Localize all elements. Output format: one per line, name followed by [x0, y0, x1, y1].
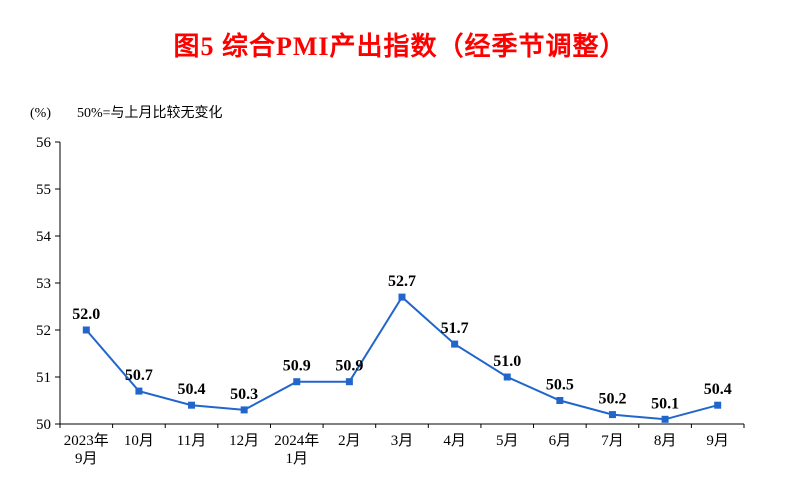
data-point-marker	[398, 293, 406, 301]
data-point-label: 50.9	[335, 358, 363, 375]
data-point-marker	[188, 401, 196, 409]
data-point-marker	[608, 411, 616, 419]
data-point-label: 50.1	[651, 395, 679, 412]
data-point-marker	[556, 397, 564, 404]
y-tick-label: 51	[36, 370, 51, 386]
x-axis-label: 10月	[124, 433, 154, 449]
data-point-marker	[293, 378, 301, 386]
x-axis-label: 11月	[177, 433, 206, 449]
y-tick-label: 53	[36, 276, 51, 292]
data-point-label: 50.9	[283, 358, 311, 375]
data-point-marker	[503, 373, 511, 381]
x-axis-label: 4月	[443, 433, 466, 449]
data-point-marker	[345, 378, 353, 386]
data-point-label: 50.2	[598, 391, 626, 408]
y-tick-label: 50	[36, 417, 51, 433]
pmi-line-chart: 50 51 52 53 54 55 56 2023年 9月 10月 11月 12月 2024年 1月 2月 3…	[36, 135, 745, 467]
data-point-marker	[714, 401, 722, 409]
x-axis-label: 12月	[229, 433, 259, 449]
data-point-marker	[82, 326, 90, 334]
x-axis-label: 3月	[391, 433, 414, 449]
y-tick-label: 56	[36, 135, 52, 151]
axis-note-row: (%) 50%=与上月比较无变化	[30, 102, 223, 122]
y-tick-label: 55	[36, 182, 51, 198]
data-point-label: 50.3	[230, 386, 258, 403]
x-axis-label: 9月	[706, 433, 729, 449]
x-axis-label: 5月	[496, 433, 519, 449]
data-point-label: 51.7	[441, 320, 469, 337]
data-point-marker	[240, 406, 248, 414]
x-axis-label: 2月	[338, 433, 361, 449]
y-tick-label: 52	[36, 323, 51, 339]
data-point-label: 50.5	[546, 377, 574, 394]
data-point-label: 52.7	[388, 273, 416, 290]
data-point-marker	[451, 340, 459, 348]
x-axis-label: 2024年 1月	[274, 432, 319, 467]
y-tick-label: 54	[36, 229, 52, 245]
data-point-marker	[661, 415, 669, 423]
data-point-label: 50.4	[178, 381, 206, 398]
unit-label: (%)	[30, 106, 51, 121]
data-point-label: 52.0	[72, 306, 100, 323]
data-point-label: 50.4	[704, 381, 732, 398]
x-axis-label: 8月	[654, 433, 677, 449]
x-axis-label: 2023年 9月	[64, 432, 109, 467]
chart-title: 图5 综合PMI产出指数（经季节调整）	[173, 32, 627, 61]
data-point-label: 50.7	[125, 367, 153, 384]
data-point-label: 51.0	[493, 353, 521, 370]
data-point-marker	[135, 387, 143, 395]
baseline-note: 50%=与上月比较无变化	[77, 106, 223, 121]
x-axis-label: 6月	[549, 433, 572, 449]
x-axis-label: 7月	[601, 433, 624, 449]
